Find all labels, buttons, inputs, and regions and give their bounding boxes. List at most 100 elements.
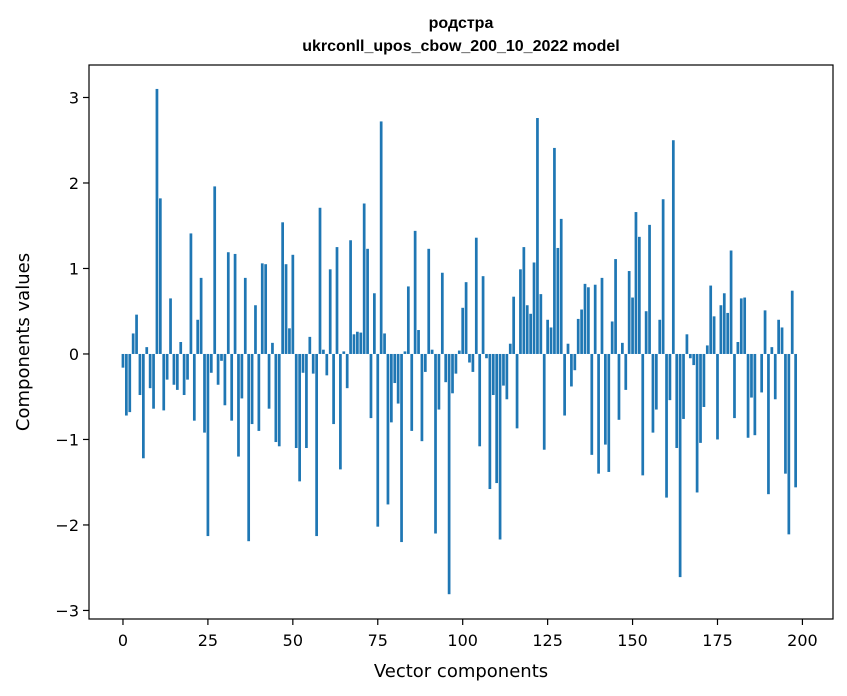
bar-100 xyxy=(461,307,465,354)
bar-90 xyxy=(427,248,431,354)
bar-80 xyxy=(393,353,397,384)
bar-17 xyxy=(179,342,183,354)
bar-161 xyxy=(668,353,672,401)
bar-174 xyxy=(712,316,716,354)
bar-63 xyxy=(335,247,339,354)
bar-137 xyxy=(587,287,590,354)
bar-50 xyxy=(291,254,295,354)
bar-21 xyxy=(192,353,196,421)
bar-171 xyxy=(702,353,706,407)
bar-8 xyxy=(148,353,152,389)
bar-144 xyxy=(610,321,614,354)
bar-43 xyxy=(267,353,271,409)
bar-112 xyxy=(502,353,505,386)
bar-175 xyxy=(716,353,719,440)
bar-165 xyxy=(682,353,685,419)
y-axis-label: Components values xyxy=(13,253,34,431)
bar-164 xyxy=(678,353,682,578)
bar-183 xyxy=(743,297,747,354)
bar-118 xyxy=(522,247,526,354)
bar-134 xyxy=(576,318,580,354)
bar-146 xyxy=(617,353,621,420)
bar-20 xyxy=(189,233,193,354)
bar-10 xyxy=(155,88,159,354)
bar-128 xyxy=(556,247,560,354)
bar-111 xyxy=(498,353,502,540)
bar-147 xyxy=(621,342,624,354)
bar-132 xyxy=(570,353,573,387)
bar-176 xyxy=(719,305,723,354)
bar-101 xyxy=(464,282,468,354)
bar-191 xyxy=(770,347,774,354)
bar-184 xyxy=(746,353,750,438)
bar-102 xyxy=(468,353,471,363)
bar-35 xyxy=(240,353,244,399)
bar-122 xyxy=(536,118,539,354)
bar-5 xyxy=(138,353,142,396)
bar-58 xyxy=(318,207,322,354)
bar-19 xyxy=(186,353,189,380)
bar-34 xyxy=(237,353,240,457)
bar-95 xyxy=(444,353,448,383)
bar-159 xyxy=(661,199,665,354)
bar-55 xyxy=(308,336,312,354)
bar-25 xyxy=(206,353,210,537)
bar-143 xyxy=(607,353,611,472)
x-tick-label-100: 100 xyxy=(447,631,478,650)
bar-195 xyxy=(784,353,787,474)
bar-18 xyxy=(182,353,186,396)
bar-168 xyxy=(692,353,696,366)
bar-104 xyxy=(474,237,478,354)
bar-179 xyxy=(729,250,733,354)
bar-79 xyxy=(390,353,393,423)
bar-4 xyxy=(135,314,138,354)
bar-67 xyxy=(349,240,352,354)
bar-172 xyxy=(705,345,709,354)
plot-frame xyxy=(88,64,834,620)
bar-2 xyxy=(128,353,132,413)
y-axis-ticks: −3 −2 −1 0 1 2 3 xyxy=(55,88,89,620)
bar-13 xyxy=(165,353,169,380)
bar-57 xyxy=(315,353,318,537)
bar-61 xyxy=(328,269,332,354)
bar-60 xyxy=(325,353,329,376)
bar-75 xyxy=(376,353,380,527)
bar-7 xyxy=(145,347,149,354)
bar-41 xyxy=(260,263,264,354)
bar-38 xyxy=(250,353,254,425)
bar-130 xyxy=(563,353,566,416)
bar-68 xyxy=(352,334,356,354)
bar-31 xyxy=(226,252,230,354)
bar-115 xyxy=(512,296,516,354)
bar-117 xyxy=(519,269,522,354)
bar-30 xyxy=(223,353,227,406)
bar-52 xyxy=(298,353,301,482)
bar-87 xyxy=(417,330,420,354)
bar-42 xyxy=(264,264,268,354)
bar-120 xyxy=(529,313,532,354)
bar-190 xyxy=(767,353,770,495)
bars-group xyxy=(121,88,797,595)
bar-73 xyxy=(369,353,373,419)
bar-33 xyxy=(233,253,237,354)
bar-15 xyxy=(172,353,176,385)
bar-167 xyxy=(688,353,692,359)
bar-54 xyxy=(305,353,308,449)
bar-109 xyxy=(491,353,495,396)
bar-44 xyxy=(271,342,274,354)
bar-149 xyxy=(627,271,631,354)
bar-76 xyxy=(379,121,383,354)
y-tick-label-2: 2 xyxy=(69,174,79,193)
bar-169 xyxy=(695,353,699,493)
bar-83 xyxy=(403,351,407,354)
bar-27 xyxy=(213,186,217,354)
bar-124 xyxy=(542,353,546,450)
bar-69 xyxy=(356,331,359,354)
chart-title-line-2: ukrconll_upos_cbow_200_10_2022 model xyxy=(302,38,619,55)
bar-97 xyxy=(451,353,454,394)
bar-121 xyxy=(532,262,536,354)
bar-154 xyxy=(644,311,648,354)
y-tick-label--3: −3 xyxy=(55,601,79,620)
bar-40 xyxy=(257,353,261,431)
